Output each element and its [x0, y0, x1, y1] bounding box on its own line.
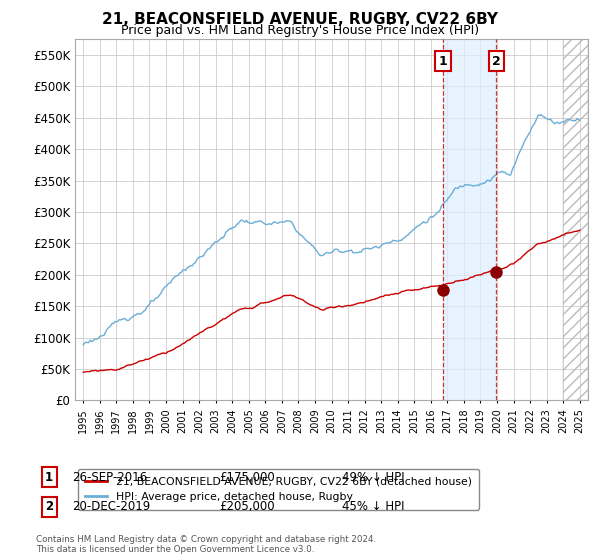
Bar — [563, 39, 588, 400]
Text: 2: 2 — [45, 500, 53, 514]
Text: £175,000: £175,000 — [219, 470, 275, 484]
Text: 21, BEACONSFIELD AVENUE, RUGBY, CV22 6BY: 21, BEACONSFIELD AVENUE, RUGBY, CV22 6BY — [102, 12, 498, 27]
Text: 45% ↓ HPI: 45% ↓ HPI — [342, 500, 404, 514]
Text: £205,000: £205,000 — [219, 500, 275, 514]
Text: Price paid vs. HM Land Registry's House Price Index (HPI): Price paid vs. HM Land Registry's House … — [121, 24, 479, 37]
Text: 1: 1 — [45, 470, 53, 484]
Text: 1: 1 — [439, 55, 448, 68]
Text: Contains HM Land Registry data © Crown copyright and database right 2024.
This d: Contains HM Land Registry data © Crown c… — [36, 535, 376, 554]
Text: 49% ↓ HPI: 49% ↓ HPI — [342, 470, 404, 484]
Legend: 21, BEACONSFIELD AVENUE, RUGBY, CV22 6BY (detached house), HPI: Average price, d: 21, BEACONSFIELD AVENUE, RUGBY, CV22 6BY… — [78, 469, 479, 510]
Text: 26-SEP-2016: 26-SEP-2016 — [72, 470, 147, 484]
Text: 20-DEC-2019: 20-DEC-2019 — [72, 500, 150, 514]
Text: 2: 2 — [492, 55, 501, 68]
Bar — [443, 39, 496, 400]
